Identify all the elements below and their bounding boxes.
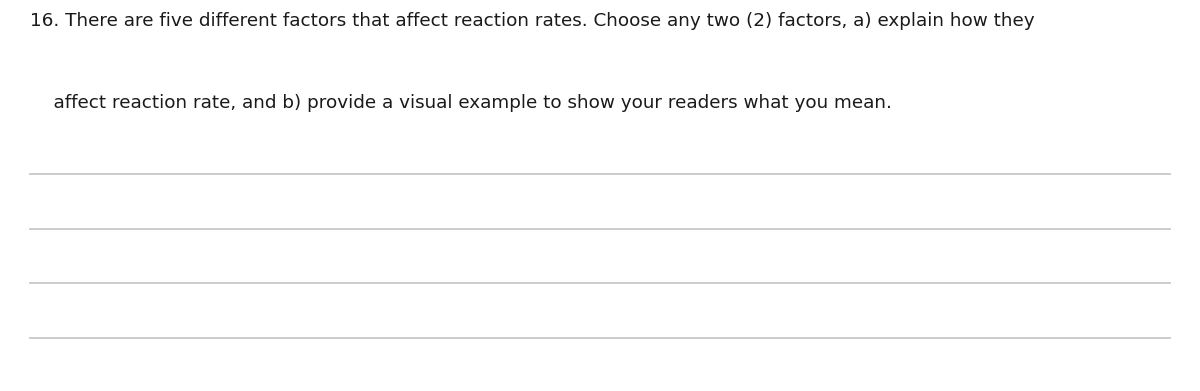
Text: 16. There are five different factors that affect reaction rates. Choose any two : 16. There are five different factors tha… [30,12,1034,30]
Text: affect reaction rate, and b) provide a visual example to show your readers what : affect reaction rate, and b) provide a v… [30,94,892,112]
